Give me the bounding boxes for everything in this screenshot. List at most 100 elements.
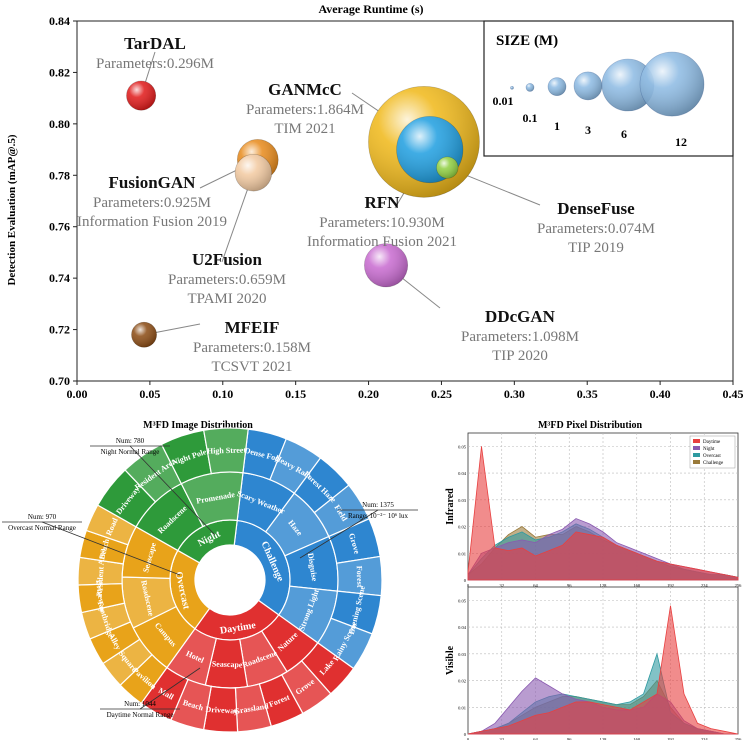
x-tick-label: 0.20: [358, 387, 379, 401]
histogram-x-tick: 0: [467, 583, 470, 588]
histogram-y-tick: 0: [464, 732, 467, 737]
point-params: Parameters:0.925M: [93, 195, 211, 211]
histogram-area-daytime: [467, 605, 739, 735]
y-tick-label: 0.74: [49, 271, 70, 285]
y-tick-label: 0.76: [49, 220, 70, 234]
size-legend: SIZE (M) 0.01 0.1 1 3 6 12: [483, 20, 734, 157]
histogram-y-tick: 0.01: [458, 551, 466, 556]
histogram-x-tick: 96: [567, 583, 572, 588]
size-legend-bubble-shade: [548, 77, 566, 96]
point-name: GANMcC: [268, 80, 342, 99]
size-legend-labels: 0.01 0.1 1 3 6 12: [493, 94, 688, 149]
legend-swatch-overcast: [693, 453, 700, 457]
sunburst-outer-label: Driveway: [205, 705, 238, 716]
size-legend-label: 0.1: [523, 111, 538, 125]
legend-label: Night: [703, 447, 715, 452]
sunburst-outer-label: Resident Area: [95, 548, 107, 597]
y-tick-label: 0.80: [49, 117, 70, 131]
note-range: Overcast Normal Range: [8, 524, 76, 532]
note-range: Night Normal Range: [101, 448, 160, 456]
point-params: Parameters:1.098M: [461, 329, 579, 345]
x-tick-label: 0.15: [285, 387, 306, 401]
histogram-x-tick: 224: [701, 583, 709, 588]
point-params: Parameters:0.659M: [168, 272, 286, 288]
y-tick-label: 0.82: [49, 65, 70, 79]
legend-label: Challenge: [703, 461, 724, 466]
size-legend-title: SIZE (M): [496, 33, 558, 49]
point-params: Parameters:0.074M: [537, 221, 655, 237]
y-tick-label: 0.84: [49, 14, 70, 28]
note-count: Num: 1375: [362, 501, 394, 509]
point-name: DDcGAN: [485, 307, 556, 326]
y-axis-label: Detection Evaluation (mAP@.5): [6, 134, 18, 285]
x-tick-label: 0.25: [431, 387, 452, 401]
sunburst-middle-label: Disguise: [306, 552, 319, 582]
size-legend-label: 12: [675, 135, 687, 149]
histogram-y-tick: 0: [464, 578, 467, 583]
sunburst-middle-label: Seascape: [212, 659, 243, 669]
note-leader: [129, 445, 216, 536]
histogram-legend: Daytime Night Overcast Challenge: [689, 435, 736, 469]
histogram-y-tick: 0.05: [458, 598, 467, 603]
bubble-shade-ddcgan: [364, 243, 408, 287]
legend-swatch-daytime: [693, 439, 700, 443]
size-legend-bubble-shade: [510, 86, 514, 90]
x-tick-label: 0.05: [139, 387, 160, 401]
pixel-distribution-chart: M³FD Pixel Distribution 0 32 64 96 128 160 192…: [445, 420, 742, 742]
histogram-panels: 0 32 64 96 128 160 192 224 256 0 0.01 0.02 0.03 0.04 0…: [445, 432, 742, 742]
sunburst-outer-segment: [203, 427, 249, 475]
size-legend-label: 0.01: [493, 94, 514, 108]
sunburst-rings: [77, 427, 383, 733]
point-labels: TarDAL Parameters:0.296M FusionGAN Paramete…: [77, 34, 655, 375]
x-tick-label: 0.40: [650, 387, 671, 401]
plot-frame: [76, 20, 734, 382]
sunburst-outer-label: Forest: [355, 566, 365, 588]
bubbles: [126, 80, 480, 348]
point-name: U2Fusion: [192, 250, 262, 269]
histogram-y-tick: 0.04: [458, 471, 467, 476]
point-venue: TCSVT 2021: [212, 359, 293, 375]
x-tick-label: 0.30: [504, 387, 525, 401]
histogram-y-tick: 0.05: [458, 444, 467, 449]
size-legend-bubble-shade: [602, 59, 654, 111]
histogram-y-label: Infrared: [445, 488, 456, 525]
histogram-title: M³FD Pixel Distribution: [538, 420, 643, 431]
sunburst-chart: M³FD Image Distribution ChallengeDaytime…: [2, 420, 418, 733]
histogram-y-tick: 0.04: [458, 625, 467, 630]
bubble-chart: Average Runtime (s) Detection Evaluation…: [6, 2, 744, 401]
histogram-y-tick: 0.02: [458, 525, 466, 530]
y-ticks: 0.70 0.72 0.74 0.76 0.78 0.80 0.82 0.84: [49, 14, 77, 388]
bubble-shade-tardal: [126, 80, 156, 111]
point-name: FusionGAN: [109, 173, 197, 192]
size-legend-label: 6: [621, 127, 627, 141]
x-tick-label: 0.35: [577, 387, 598, 401]
bubble-shade-u2fusion: [235, 154, 272, 192]
sunburst-outer-label: High Street: [207, 446, 247, 456]
histogram-area-daytime: [467, 446, 739, 581]
point-name: DenseFuse: [557, 199, 635, 218]
histogram-x-tick: 128: [600, 583, 608, 588]
point-name: RFN: [365, 193, 401, 212]
x-tick-label: 0.10: [212, 387, 233, 401]
note-leader: [41, 521, 181, 576]
histogram-y-label: Visible: [445, 645, 456, 675]
note-range: Daytime Normal Range: [107, 711, 174, 719]
x-tick-label: 0.45: [723, 387, 744, 401]
histogram-x-tick: 160: [633, 583, 641, 588]
size-legend-bubble-shade: [640, 52, 704, 117]
histogram-x-tick: 64: [533, 583, 538, 588]
size-legend-bubble-shade: [526, 83, 534, 92]
y-tick-label: 0.70: [49, 374, 70, 388]
legend-label: Daytime: [703, 440, 721, 445]
histogram-y-tick: 0.01: [458, 705, 466, 710]
size-legend-bubbles: [510, 51, 705, 117]
point-params: Parameters:0.296M: [96, 56, 214, 72]
note-count: Num: 970: [28, 513, 57, 521]
point-venue: TIM 2021: [274, 121, 335, 137]
sunburst-title: M³FD Image Distribution: [143, 420, 253, 431]
size-legend-bubble-shade: [574, 71, 602, 100]
point-params: Parameters:1.864M: [246, 102, 364, 118]
note-leader: [299, 509, 379, 559]
